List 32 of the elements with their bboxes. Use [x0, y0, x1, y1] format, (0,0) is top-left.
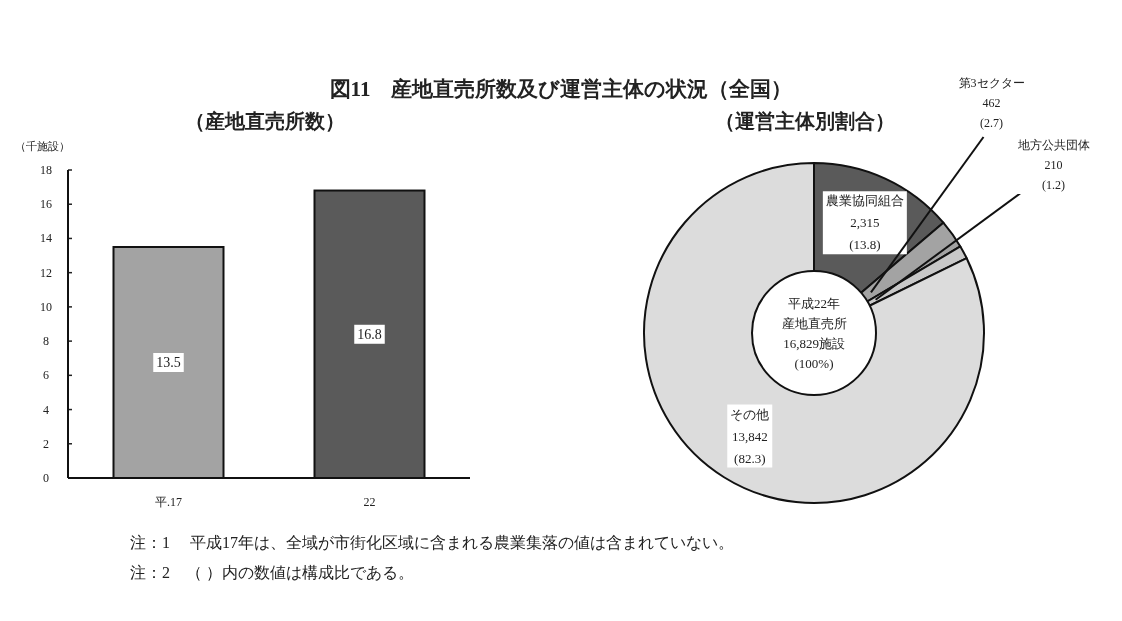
slice-label: その他 — [730, 406, 770, 422]
y-axis-title: （千施設） — [14, 140, 70, 152]
text: 注：2 （ ）内の数値は構成比である。 — [130, 564, 414, 581]
y-tick-label: 2 — [43, 436, 49, 451]
text: (100%) — [794, 355, 834, 371]
data-label: 2,315 (13.8) — [849, 215, 881, 253]
y-tick-label: 8 — [43, 334, 49, 349]
text: 平成22年 — [788, 295, 840, 311]
chart-subtitle: （産地直売所数） — [185, 110, 345, 132]
y-tick-label: 10 — [40, 299, 52, 314]
y-tick-label: 16 — [40, 197, 52, 212]
y-tick-label: 12 — [40, 265, 52, 280]
text: （運営主体別割合） — [715, 110, 895, 132]
data-label: 210 (1.2) — [1042, 158, 1065, 192]
data-label: 13.5 — [156, 355, 181, 370]
slice-label: 第3セクター — [958, 76, 1025, 90]
y-tick-label: 14 — [40, 231, 52, 246]
x-tick-label: 平.17 — [155, 495, 182, 509]
data-label: 16.8 — [357, 326, 382, 342]
slice-label: 農業協同組合 — [825, 193, 904, 209]
y-tick-label: 6 — [43, 368, 49, 383]
data-label: 462 (2.7) — [980, 96, 1003, 130]
x-tick-label: 22 — [363, 495, 376, 509]
y-tick-label: 4 — [43, 402, 49, 417]
text: 産地直売所 — [781, 315, 847, 331]
y-tick-label: 0 — [43, 471, 49, 485]
data-label: 13,842 (82.3) — [731, 428, 768, 466]
text: 注：1 平成17年は、全域が市街化区域に含まれる農業集落の値は含まれていない。 — [130, 534, 734, 551]
text: 16,829施設 — [783, 335, 845, 351]
slice-label: 地方公共団体 — [1016, 138, 1090, 152]
text: 図11 産地直売所数及び運営主体の状況（全国） — [329, 77, 793, 101]
y-tick-label: 18 — [40, 163, 52, 177]
